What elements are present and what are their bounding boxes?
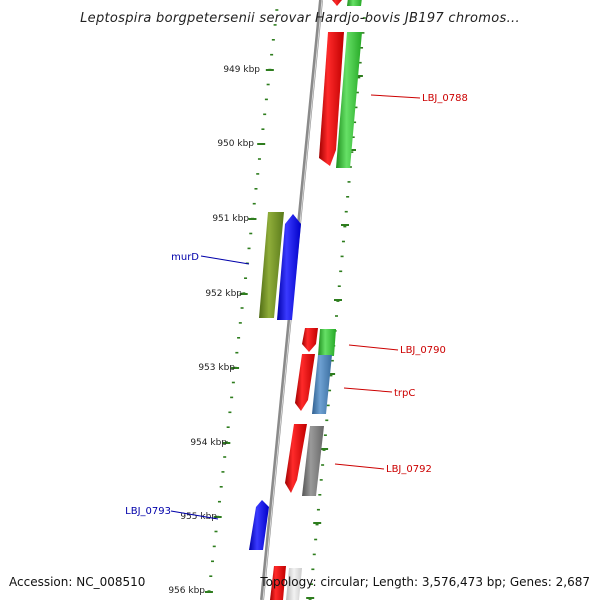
scale-label-949: 949 kbp [223, 65, 260, 75]
label-leader-lines [170, 94, 421, 520]
gene-arrow-red[interactable] [285, 424, 307, 493]
leader-line-murd [200, 255, 250, 265]
gene-label-lbj0793[interactable]: LBJ_0793 [125, 506, 171, 517]
leader-line-lbj0793 [170, 510, 219, 520]
gene-arrow-steel-trpc[interactable] [312, 355, 332, 414]
scale-label-953: 953 kbp [198, 363, 235, 373]
gene-features [249, 0, 362, 600]
scale-labels: 949 kbp 950 kbp 951 kbp 952 kbp 953 kbp … [168, 65, 260, 596]
scale-label-952: 952 kbp [205, 289, 242, 299]
gene-arrow-green[interactable] [347, 0, 362, 6]
leader-line-trpc [343, 387, 393, 393]
gene-arrow-olive-murd[interactable] [259, 212, 284, 318]
map-title: Leptospira borgpetersenii serovar Hardjo… [80, 11, 520, 26]
gene-label-lbj0788[interactable]: LBJ_0788 [422, 93, 468, 104]
gene-arrow-red[interactable] [319, 32, 344, 166]
leader-line-lbj0790 [348, 344, 399, 351]
gene-label-murd[interactable]: murD [171, 252, 199, 263]
gene-arrow-green-lbj0788[interactable] [336, 32, 362, 168]
gene-arrow-blue-lbj0793[interactable] [249, 500, 269, 550]
gene-arrow-red[interactable] [331, 0, 343, 6]
gene-label-lbj0792[interactable]: LBJ_0792 [386, 464, 432, 475]
gene-label-lbj0790[interactable]: LBJ_0790 [400, 345, 446, 356]
gene-arrow-light[interactable] [286, 568, 302, 600]
leader-line-lbj0788 [370, 94, 421, 99]
gene-arrow-red[interactable] [270, 566, 286, 600]
gene-label-trpc[interactable]: trpC [394, 388, 415, 399]
accession-text: Accession: NC_008510 [9, 575, 146, 589]
scale-label-955: 955 kbp [180, 512, 217, 522]
scale-label-954: 954 kbp [190, 438, 227, 448]
gene-labels: LBJ_0788 murD LBJ_0790 trpC LBJ_0792 LBJ… [125, 93, 468, 517]
gene-arrow-green-lbj0790[interactable] [318, 329, 336, 356]
leader-line-lbj0792 [334, 463, 385, 470]
gene-arrow-red[interactable] [302, 328, 318, 352]
scale-label-951: 951 kbp [212, 214, 249, 224]
gene-arrow-gray-lbj0792[interactable] [302, 426, 324, 496]
scale-label-956: 956 kbp [168, 586, 205, 596]
gene-arrow-blue[interactable] [277, 214, 301, 320]
genome-summary-text: Topology: circular; Length: 3,576,473 bp… [260, 575, 590, 589]
scale-label-950: 950 kbp [217, 139, 254, 149]
gene-arrow-red[interactable] [295, 354, 315, 411]
